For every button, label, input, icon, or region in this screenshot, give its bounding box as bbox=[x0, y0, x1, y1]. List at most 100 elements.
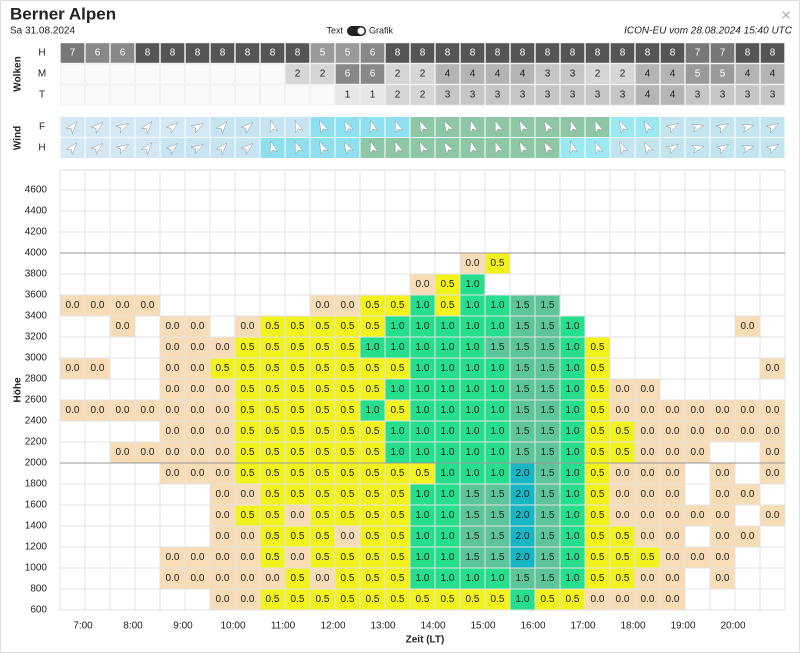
lift-cell bbox=[610, 421, 635, 442]
lift-value: 0.0 bbox=[741, 426, 755, 437]
lift-value: 1.0 bbox=[566, 552, 580, 563]
lift-cell bbox=[410, 274, 435, 295]
toggle-grafik[interactable]: Grafik bbox=[369, 25, 394, 35]
lift-cell bbox=[585, 589, 610, 610]
height-label: 1600 bbox=[25, 500, 48, 511]
lift-value: 0.5 bbox=[316, 552, 330, 563]
lift-value: 1.5 bbox=[541, 489, 555, 500]
cloud-cell bbox=[60, 63, 85, 85]
lift-cell bbox=[585, 463, 610, 484]
lift-cell bbox=[510, 484, 535, 505]
time-label: 14:00 bbox=[420, 621, 445, 632]
cloud-cell bbox=[560, 42, 585, 64]
lift-value: 1.5 bbox=[466, 510, 480, 521]
wind-arrow bbox=[115, 123, 130, 134]
lift-value: 0.0 bbox=[616, 594, 630, 605]
cloud-value: 8 bbox=[545, 48, 551, 59]
lift-cell bbox=[335, 463, 360, 484]
cloud-value: 8 bbox=[195, 48, 201, 59]
lift-value: 1.0 bbox=[466, 426, 480, 437]
row-label: M bbox=[38, 69, 46, 80]
lift-value: 0.0 bbox=[741, 321, 755, 332]
lift-cell bbox=[435, 526, 460, 547]
toggle-text[interactable]: Text bbox=[326, 25, 343, 35]
lift-value: 0.5 bbox=[616, 447, 630, 458]
lift-cell bbox=[185, 568, 210, 589]
lift-cell bbox=[460, 358, 485, 379]
lift-value: 0.0 bbox=[666, 405, 680, 416]
cloud-value: 8 bbox=[645, 48, 651, 59]
wind-arrow bbox=[494, 140, 504, 155]
cloud-value: 5 bbox=[345, 48, 351, 59]
cloud-cell bbox=[360, 63, 385, 85]
lift-value: 0.0 bbox=[666, 552, 680, 563]
lift-value: 1.0 bbox=[466, 468, 480, 479]
lift-value: 0.0 bbox=[191, 384, 205, 395]
lift-cell bbox=[110, 442, 135, 463]
lift-value: 0.0 bbox=[641, 468, 655, 479]
lift-cell bbox=[510, 568, 535, 589]
lift-value: 0.5 bbox=[316, 510, 330, 521]
lift-cell bbox=[410, 442, 435, 463]
lift-value: 1.0 bbox=[491, 363, 505, 374]
cloud-cell bbox=[235, 63, 260, 85]
lift-cell bbox=[360, 295, 385, 316]
cloud-cell bbox=[410, 63, 435, 85]
lift-value: 0.5 bbox=[616, 552, 630, 563]
wind-arrow bbox=[65, 142, 78, 156]
lift-value: 2.0 bbox=[516, 510, 530, 521]
lift-cell bbox=[385, 421, 410, 442]
lift-cell bbox=[210, 505, 235, 526]
lift-cell bbox=[335, 442, 360, 463]
wind-arrow bbox=[190, 123, 205, 134]
wind-arrow bbox=[240, 143, 254, 155]
cloud-value: 8 bbox=[595, 48, 601, 59]
lift-cell bbox=[85, 358, 110, 379]
lift-cell bbox=[710, 547, 735, 568]
lift-cell bbox=[585, 505, 610, 526]
lift-value: 0.0 bbox=[241, 531, 255, 542]
lift-cell bbox=[560, 484, 585, 505]
lift-cell bbox=[335, 379, 360, 400]
lift-value: 0.5 bbox=[391, 468, 405, 479]
lift-cell bbox=[360, 526, 385, 547]
lift-cell bbox=[210, 568, 235, 589]
lift-cell bbox=[560, 337, 585, 358]
wind-arrow bbox=[519, 120, 529, 134]
lift-value: 1.0 bbox=[441, 426, 455, 437]
lift-cell bbox=[235, 358, 260, 379]
lift-cell bbox=[535, 337, 560, 358]
wind-arrow bbox=[543, 141, 555, 155]
lift-cell bbox=[335, 547, 360, 568]
model-info: ICON-EU vom 28.08.2024 15:40 UTC bbox=[624, 26, 793, 37]
lift-cell bbox=[535, 358, 560, 379]
wind-arrow bbox=[469, 140, 479, 155]
lift-cell bbox=[385, 379, 410, 400]
lift-value: 0.0 bbox=[141, 300, 155, 311]
lift-value: 0.5 bbox=[266, 531, 280, 542]
height-label: 2600 bbox=[25, 395, 48, 406]
cloud-value: 4 bbox=[770, 69, 776, 80]
cloud-value: 8 bbox=[245, 48, 251, 59]
cloud-value: 4 bbox=[495, 69, 501, 80]
lift-value: 0.5 bbox=[641, 552, 655, 563]
lift-cell bbox=[435, 484, 460, 505]
lift-cell bbox=[635, 505, 660, 526]
lift-value: 0.5 bbox=[291, 531, 305, 542]
lift-cell bbox=[610, 379, 635, 400]
y-axis-label: Höhe bbox=[13, 377, 24, 402]
lift-cell bbox=[560, 316, 585, 337]
lift-value: 0.5 bbox=[391, 531, 405, 542]
lift-value: 1.5 bbox=[491, 342, 505, 353]
lift-cell bbox=[260, 526, 285, 547]
lift-value: 0.0 bbox=[641, 447, 655, 458]
cloud-value: 6 bbox=[370, 48, 376, 59]
lift-value: 0.5 bbox=[366, 300, 380, 311]
lift-cell bbox=[510, 337, 535, 358]
lift-value: 0.0 bbox=[291, 552, 305, 563]
wind-arrow bbox=[165, 122, 179, 134]
lift-cell bbox=[760, 463, 785, 484]
lift-value: 1.0 bbox=[441, 321, 455, 332]
close-button[interactable]: × bbox=[781, 5, 791, 24]
lift-value: 2.0 bbox=[516, 468, 530, 479]
